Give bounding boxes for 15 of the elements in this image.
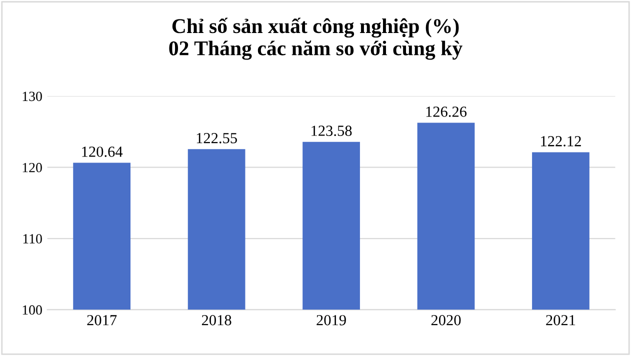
x-tick-label: 2020 (431, 315, 461, 326)
x-tick-label: 2021 (546, 315, 576, 326)
x-tick-label: 2019 (316, 315, 346, 326)
x-tick-label: 2017 (87, 315, 117, 326)
y-tick-label: 110 (23, 234, 42, 244)
data-label: 126.26 (426, 106, 467, 117)
data-label: 122.12 (541, 136, 581, 146)
data-label: 120.64 (82, 146, 123, 157)
chart-title: Chỉ số sản xuất công nghiệp (%) 02 Tháng các năm so với cùng kỳ (169, 18, 462, 60)
y-tick-label: 130 (22, 92, 42, 102)
data-label: 122.55 (196, 133, 237, 144)
x-tick-label: 2018 (202, 315, 232, 326)
y-tick-label: 100 (22, 305, 42, 315)
y-tick-label: 120 (22, 162, 42, 172)
data-label: 123.58 (312, 126, 352, 136)
